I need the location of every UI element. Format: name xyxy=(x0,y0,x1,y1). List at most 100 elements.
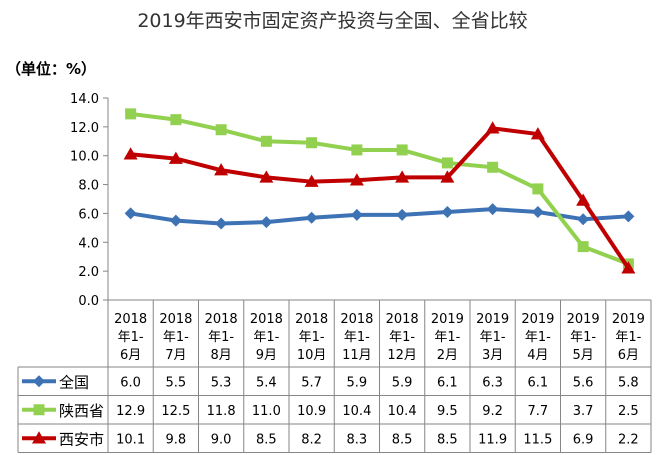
data-point xyxy=(440,170,455,183)
table-cell-value: 6.9 xyxy=(573,432,594,447)
table-cell-value: 5.9 xyxy=(347,375,368,390)
data-point xyxy=(305,211,318,224)
data-point xyxy=(532,183,544,195)
table-cell-value: 12.5 xyxy=(161,404,190,419)
y-tick-label: 12.0 xyxy=(70,121,99,136)
data-point xyxy=(350,208,363,221)
x-tick-label: 2019 xyxy=(476,312,509,327)
data-point xyxy=(306,137,318,149)
table-cell-value: 11.5 xyxy=(523,432,552,447)
y-tick-label: 10.0 xyxy=(70,150,99,165)
data-point xyxy=(169,214,182,227)
data-point xyxy=(215,217,228,230)
data-point xyxy=(441,157,453,169)
table-cell-value: 5.3 xyxy=(211,375,232,390)
table-cell-value: 9.8 xyxy=(166,432,187,447)
data-point xyxy=(622,210,635,223)
data-point xyxy=(170,114,182,126)
x-tick-label: 2018 xyxy=(340,312,373,327)
table-cell-value: 8.5 xyxy=(256,432,277,447)
legend-key-marker xyxy=(33,375,45,388)
y-tick-label: 0.0 xyxy=(78,294,99,309)
x-tick-label: 2018 xyxy=(295,312,328,327)
table-cell-value: 8.5 xyxy=(437,432,458,447)
table-cell-value: 11.0 xyxy=(252,404,281,419)
x-tick-label: 年1- xyxy=(480,330,506,345)
chart-title: 2019年西安市固定资产投资与全国、全省比较 xyxy=(137,10,528,32)
x-tick-label: 年1- xyxy=(208,330,234,345)
x-tick-label: 年1- xyxy=(434,330,460,345)
x-tick-label: 2019 xyxy=(567,312,600,327)
x-tick-label: 年1- xyxy=(118,330,144,345)
series-line-1 xyxy=(130,207,629,226)
y-tick-label: 2.0 xyxy=(78,265,99,280)
x-tick-label: 2018 xyxy=(114,312,147,327)
table-cell-value: 10.9 xyxy=(297,404,326,419)
data-point xyxy=(260,216,273,229)
x-tick-label: 8月 xyxy=(210,348,231,363)
data-point xyxy=(486,203,499,216)
x-tick-label: 2019 xyxy=(612,312,645,327)
x-tick-label: 6月 xyxy=(618,348,639,363)
legend-label: 西安市 xyxy=(59,430,104,448)
data-point xyxy=(531,205,544,218)
table-cell-value: 5.5 xyxy=(166,375,187,390)
table-cell-value: 5.9 xyxy=(392,375,413,390)
x-tick-label: 年1- xyxy=(253,330,279,345)
table-cell-value: 12.9 xyxy=(116,404,145,419)
data-point xyxy=(349,173,364,186)
x-tick-label: 11月 xyxy=(342,348,372,363)
table-cell-value: 8.2 xyxy=(301,432,322,447)
table-cell-value: 6.1 xyxy=(528,375,549,390)
x-tick-label: 5月 xyxy=(572,348,593,363)
table-cell-value: 10.4 xyxy=(388,404,417,419)
data-point xyxy=(304,174,319,187)
data-point xyxy=(577,241,589,253)
y-tick-label: 6.0 xyxy=(78,207,99,222)
x-tick-label: 4月 xyxy=(527,348,548,363)
x-tick-label: 3月 xyxy=(482,348,503,363)
data-point xyxy=(259,170,274,183)
series-line-2 xyxy=(130,111,630,266)
x-tick-label: 6月 xyxy=(120,348,141,363)
table-cell-value: 9.5 xyxy=(437,404,458,419)
table-cell-value: 6.1 xyxy=(437,375,458,390)
table-cell-value: 10.1 xyxy=(116,432,145,447)
table-cell-value: 11.9 xyxy=(478,432,507,447)
table-cell-value: 5.6 xyxy=(573,375,594,390)
x-tick-label: 年1- xyxy=(389,330,415,345)
y-tick-label: 8.0 xyxy=(78,179,99,194)
data-point xyxy=(168,151,183,164)
x-tick-label: 2018 xyxy=(205,312,238,327)
x-tick-label: 2月 xyxy=(437,348,458,363)
data-point xyxy=(396,144,408,156)
data-point xyxy=(125,108,137,120)
x-tick-label: 年1- xyxy=(570,330,596,345)
legend-label: 陕西省 xyxy=(59,402,104,420)
table-cell-value: 8.5 xyxy=(392,432,413,447)
y-tick-label: 14.0 xyxy=(70,92,99,107)
table-cell-value: 5.8 xyxy=(618,375,639,390)
data-point xyxy=(485,121,500,134)
legend-key-marker xyxy=(32,431,46,444)
table-cell-value: 9.2 xyxy=(482,404,503,419)
table-cell-value: 2.2 xyxy=(618,432,639,447)
data-point xyxy=(124,207,137,220)
table-cell-value: 6.3 xyxy=(482,375,503,390)
table-cell-value: 11.8 xyxy=(207,404,236,419)
x-tick-label: 年1- xyxy=(299,330,325,345)
legend-label: 全国 xyxy=(59,373,89,391)
data-point xyxy=(214,163,229,176)
data-point xyxy=(487,161,499,173)
table-cell-value: 9.0 xyxy=(211,432,232,447)
data-point xyxy=(576,193,591,206)
table-cell-value: 10.4 xyxy=(342,404,371,419)
x-tick-label: 2018 xyxy=(386,312,419,327)
y-tick-label: 4.0 xyxy=(78,236,99,251)
x-tick-label: 年1- xyxy=(615,330,641,345)
x-tick-label: 12月 xyxy=(387,348,417,363)
legend-key-marker xyxy=(33,404,45,416)
table-cell-value: 2.5 xyxy=(618,404,639,419)
data-point xyxy=(396,208,409,221)
series-line-3 xyxy=(130,126,631,270)
